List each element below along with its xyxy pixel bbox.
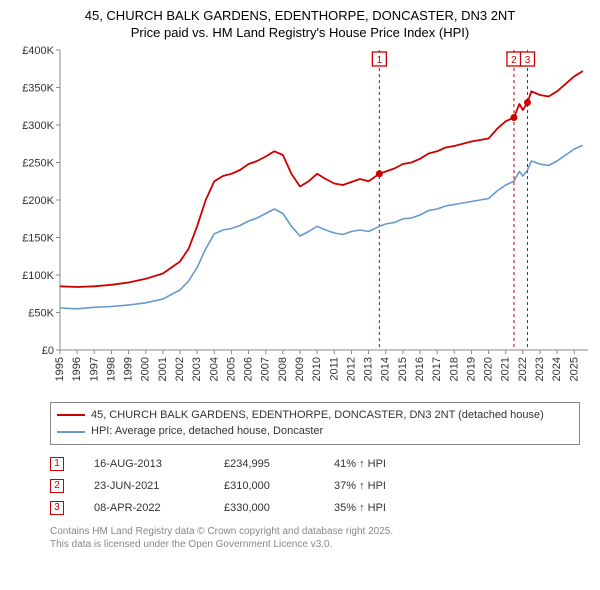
chart-title: 45, CHURCH BALK GARDENS, EDENTHORPE, DON… [10,8,590,42]
marker-hpi: 37% ↑ HPI [334,480,434,492]
svg-text:2018: 2018 [448,357,460,381]
legend-swatch-1 [57,414,85,416]
svg-text:2010: 2010 [311,357,323,381]
svg-text:2000: 2000 [140,357,152,381]
svg-text:2014: 2014 [380,357,392,381]
attribution-line-1: Contains HM Land Registry data © Crown c… [50,526,393,537]
marker-number-box: 3 [50,501,64,515]
svg-text:1997: 1997 [88,357,100,381]
marker-hpi: 35% ↑ HPI [334,502,434,514]
svg-text:1998: 1998 [105,357,117,381]
svg-text:2008: 2008 [277,357,289,381]
marker-row: 3 08-APR-2022£330,00035% ↑ HPI [50,497,590,519]
svg-text:£400K: £400K [22,46,54,57]
svg-text:1996: 1996 [71,357,83,381]
marker-price: £310,000 [224,480,334,492]
svg-text:1: 1 [377,55,383,66]
svg-text:2024: 2024 [551,357,563,381]
marker-date: 23-JUN-2021 [94,480,224,492]
chart-plot-area: £0 £50K £100K £150K £200K £250K £300K £350K £400… [10,46,590,396]
legend-row-2: HPI: Average price, detached house, Donc… [57,423,573,440]
legend-row-1: 45, CHURCH BALK GARDENS, EDENTHORPE, DON… [57,407,573,424]
svg-text:2013: 2013 [363,357,375,381]
svg-text:£350K: £350K [22,82,54,94]
chart-container: 45, CHURCH BALK GARDENS, EDENTHORPE, DON… [0,0,600,590]
svg-text:2006: 2006 [243,357,255,381]
attribution-line-2: This data is licensed under the Open Gov… [50,539,332,550]
svg-text:2022: 2022 [517,357,529,381]
svg-text:2023: 2023 [534,357,546,381]
svg-text:2: 2 [511,55,517,66]
svg-text:£100K: £100K [22,270,54,282]
svg-text:2001: 2001 [157,357,169,381]
marker-date: 08-APR-2022 [94,502,224,514]
svg-text:2016: 2016 [414,357,426,381]
svg-text:£150K: £150K [22,232,54,244]
svg-text:1995: 1995 [54,357,66,381]
svg-text:£300K: £300K [22,120,54,132]
svg-text:2012: 2012 [345,357,357,381]
marker-row: 1 16-AUG-2013£234,99541% ↑ HPI [50,453,590,475]
marker-number-box: 1 [50,457,64,471]
svg-text:2025: 2025 [568,357,580,381]
marker-hpi: 41% ↑ HPI [334,458,434,470]
chart-svg: £0 £50K £100K £150K £200K £250K £300K £350K £400… [10,46,590,396]
marker-price: £234,995 [224,458,334,470]
title-line-2: Price paid vs. HM Land Registry's House … [131,25,469,40]
svg-text:2002: 2002 [174,357,186,381]
svg-text:2009: 2009 [294,357,306,381]
svg-text:£0: £0 [42,345,54,357]
svg-text:2017: 2017 [431,357,443,381]
title-line-1: 45, CHURCH BALK GARDENS, EDENTHORPE, DON… [85,8,516,23]
svg-text:2021: 2021 [500,357,512,381]
svg-text:2003: 2003 [191,357,203,381]
svg-text:2019: 2019 [465,357,477,381]
marker-date: 16-AUG-2013 [94,458,224,470]
legend-swatch-2 [57,431,85,433]
marker-row: 2 23-JUN-2021£310,00037% ↑ HPI [50,475,590,497]
marker-table: 1 16-AUG-2013£234,99541% ↑ HPI 2 23-JUN-202… [50,453,590,519]
legend-box: 45, CHURCH BALK GARDENS, EDENTHORPE, DON… [50,402,580,445]
svg-text:2011: 2011 [328,357,340,381]
svg-text:£200K: £200K [22,195,54,207]
svg-text:£50K: £50K [28,307,54,319]
svg-text:2004: 2004 [208,357,220,381]
attribution: Contains HM Land Registry data © Crown c… [50,525,590,551]
legend-label-1: 45, CHURCH BALK GARDENS, EDENTHORPE, DON… [91,407,544,424]
svg-text:1999: 1999 [123,357,135,381]
svg-text:£250K: £250K [22,157,54,169]
marker-price: £330,000 [224,502,334,514]
svg-text:3: 3 [525,55,531,66]
legend-label-2: HPI: Average price, detached house, Donc… [91,423,323,440]
svg-text:2015: 2015 [397,357,409,381]
marker-number-box: 2 [50,479,64,493]
svg-text:2007: 2007 [260,357,272,381]
svg-text:2005: 2005 [225,357,237,381]
svg-text:2020: 2020 [483,357,495,381]
